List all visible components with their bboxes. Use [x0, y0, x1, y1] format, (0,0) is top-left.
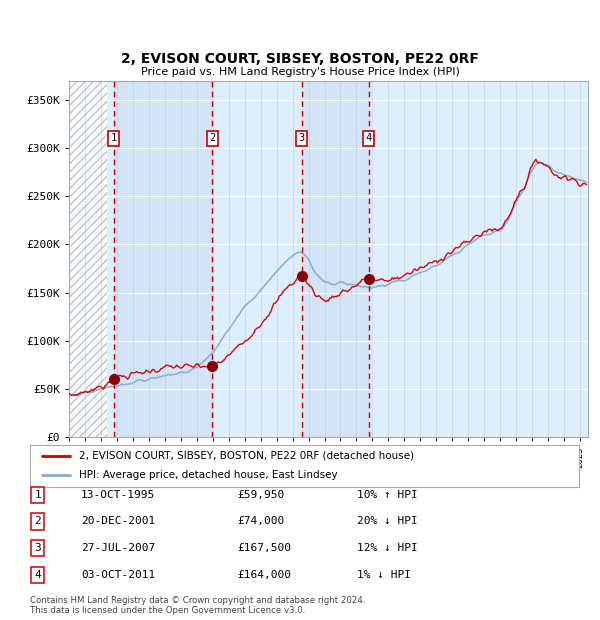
Text: 2, EVISON COURT, SIBSEY, BOSTON, PE22 0RF: 2, EVISON COURT, SIBSEY, BOSTON, PE22 0R… — [121, 52, 479, 66]
Text: HPI: Average price, detached house, East Lindsey: HPI: Average price, detached house, East… — [79, 471, 338, 480]
Text: £74,000: £74,000 — [237, 516, 284, 526]
Text: Contains HM Land Registry data © Crown copyright and database right 2024.
This d: Contains HM Land Registry data © Crown c… — [30, 596, 365, 615]
Text: 1% ↓ HPI: 1% ↓ HPI — [357, 570, 411, 580]
Text: 12% ↓ HPI: 12% ↓ HPI — [357, 543, 418, 553]
Text: 4: 4 — [34, 570, 41, 580]
Text: 2: 2 — [34, 516, 41, 526]
Text: 2, EVISON COURT, SIBSEY, BOSTON, PE22 0RF (detached house): 2, EVISON COURT, SIBSEY, BOSTON, PE22 0R… — [79, 451, 415, 461]
Text: 3: 3 — [34, 543, 41, 553]
Text: 10% ↑ HPI: 10% ↑ HPI — [357, 490, 418, 500]
Text: 2: 2 — [209, 133, 215, 143]
Bar — [113, 81, 212, 437]
Text: 4: 4 — [365, 133, 372, 143]
Text: 20% ↓ HPI: 20% ↓ HPI — [357, 516, 418, 526]
Text: £59,950: £59,950 — [237, 490, 284, 500]
Text: 3: 3 — [299, 133, 305, 143]
Text: 13-OCT-1995: 13-OCT-1995 — [81, 490, 155, 500]
Text: 1: 1 — [34, 490, 41, 500]
Text: £167,500: £167,500 — [237, 543, 291, 553]
Text: 03-OCT-2011: 03-OCT-2011 — [81, 570, 155, 580]
Text: Price paid vs. HM Land Registry's House Price Index (HPI): Price paid vs. HM Land Registry's House … — [140, 67, 460, 77]
Text: 20-DEC-2001: 20-DEC-2001 — [81, 516, 155, 526]
Bar — [302, 81, 368, 437]
Text: 1: 1 — [110, 133, 116, 143]
Text: 27-JUL-2007: 27-JUL-2007 — [81, 543, 155, 553]
Text: £164,000: £164,000 — [237, 570, 291, 580]
